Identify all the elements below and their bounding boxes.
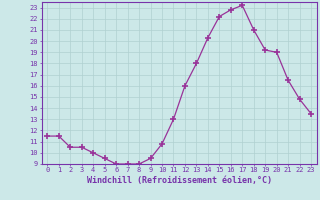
X-axis label: Windchill (Refroidissement éolien,°C): Windchill (Refroidissement éolien,°C) xyxy=(87,176,272,185)
